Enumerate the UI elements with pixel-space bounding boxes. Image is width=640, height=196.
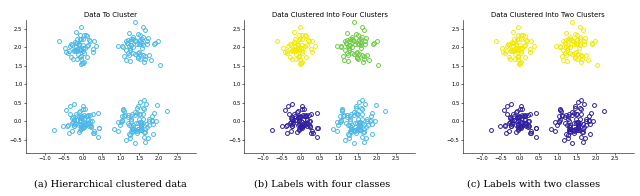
Text: (b) Labels with four classes: (b) Labels with four classes (254, 179, 390, 188)
Text: (a) Hierarchical clustered data: (a) Hierarchical clustered data (35, 179, 187, 188)
Title: Data To Cluster: Data To Cluster (84, 12, 138, 18)
Text: (c) Labels with two classes: (c) Labels with two classes (467, 179, 600, 188)
Title: Data Clustered Into Four Clusters: Data Clustered Into Four Clusters (271, 12, 388, 18)
Title: Data Clustered Into Two Clusters: Data Clustered Into Two Clusters (492, 12, 605, 18)
